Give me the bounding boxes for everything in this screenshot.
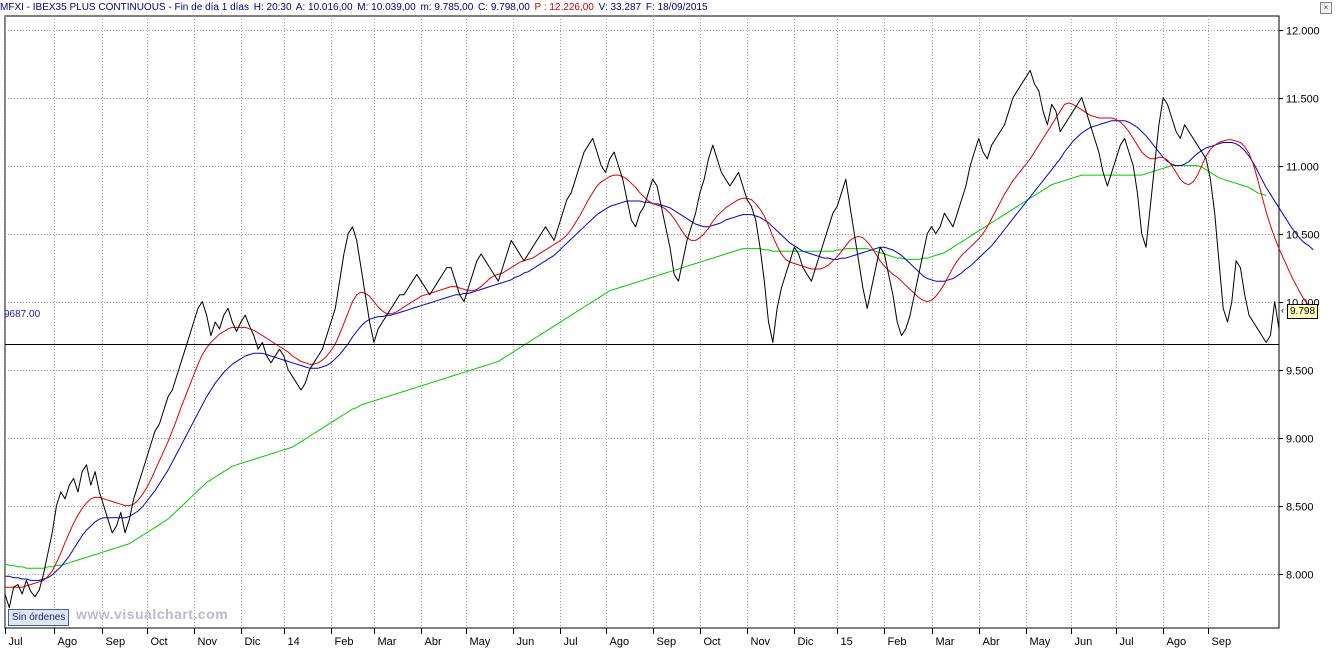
series-line-sma_mid [5, 120, 1314, 581]
plot-frame [4, 15, 1280, 629]
x-tick-label: Jul [9, 636, 23, 648]
x-tick-label: May [1030, 636, 1051, 648]
x-tick-label: Abr [983, 636, 1000, 648]
high-value: M: 10.039,00 [357, 2, 416, 13]
x-tick-label: Ago [610, 636, 630, 648]
time-info: H: 20:30 [253, 2, 292, 13]
last-price-arrow-icon: ‹ [1281, 305, 1284, 315]
x-tick-label: May [470, 636, 491, 648]
x-tick-label: Oct [704, 636, 721, 648]
close-icon[interactable]: × [1320, 2, 1332, 14]
axes: 12.00011.50011.00010.50010.0009.5009.000… [5, 26, 1320, 648]
x-tick-label: Sep [106, 636, 126, 648]
x-tick-label: Dic [798, 636, 814, 648]
x-tick-label: 14 [288, 636, 300, 648]
x-tick-label: Mar [378, 636, 397, 648]
y-tick-label: 8.500 [1286, 502, 1314, 514]
watermark: www.visualchart.com [76, 606, 229, 622]
grid [4, 15, 1280, 629]
x-tick-label: Nov [751, 636, 771, 648]
p-value: P : 12.226,00 [534, 2, 594, 13]
x-tick-label: Sep [1212, 636, 1232, 648]
x-tick-label: Feb [335, 636, 354, 648]
low-value: m: 9.785,00 [420, 2, 474, 13]
orders-button[interactable]: Sin órdenes [8, 609, 70, 626]
y-tick-label: 11.000 [1286, 162, 1319, 174]
y-tick-label: 8.000 [1286, 570, 1314, 582]
x-tick-label: 15 [841, 636, 853, 648]
x-tick-label: Abr [425, 636, 442, 648]
x-tick-label: Jun [1075, 636, 1093, 648]
x-tick-label: Feb [888, 636, 907, 648]
y-tick-label: 10.500 [1286, 230, 1320, 242]
last-price-label: 9.798 [1287, 304, 1319, 319]
y-tick-label: 9.000 [1286, 434, 1314, 446]
x-tick-label: Dic [245, 636, 261, 648]
series-line-sma_fast [5, 102, 1314, 588]
x-tick-label: Nov [198, 636, 218, 648]
chart-header: MFXI - IBEX35 PLUS CONTINUOUS - Fin de d… [0, 0, 1336, 16]
open-value: A: 10.016,00 [295, 2, 353, 13]
x-tick-label: Jul [1120, 636, 1134, 648]
x-tick-label: Jul [564, 636, 578, 648]
x-tick-label: Jun [517, 636, 535, 648]
horizontal-line-label: 9687.00 [4, 309, 41, 320]
close-value: C: 9.798,00 [478, 2, 530, 13]
x-tick-label: Oct [151, 636, 168, 648]
x-tick-label: Sep [657, 636, 677, 648]
y-tick-label: 12.000 [1286, 26, 1320, 38]
symbol-info: MFXI - IBEX35 PLUS CONTINUOUS - Fin de d… [0, 2, 249, 13]
series-line-price [4, 69, 1280, 609]
x-tick-label: Mar [936, 636, 955, 648]
y-tick-label: 11.500 [1286, 94, 1319, 106]
series-line-sma_slow [4, 165, 1267, 569]
x-tick-label: Ago [1167, 636, 1187, 648]
x-tick-label: Ago [58, 636, 78, 648]
volume-value: V: 33.287 [598, 2, 642, 13]
series-layer [4, 69, 1314, 609]
y-tick-label: 9.500 [1286, 366, 1314, 378]
date-value: F: 18/09/2015 [645, 2, 708, 13]
